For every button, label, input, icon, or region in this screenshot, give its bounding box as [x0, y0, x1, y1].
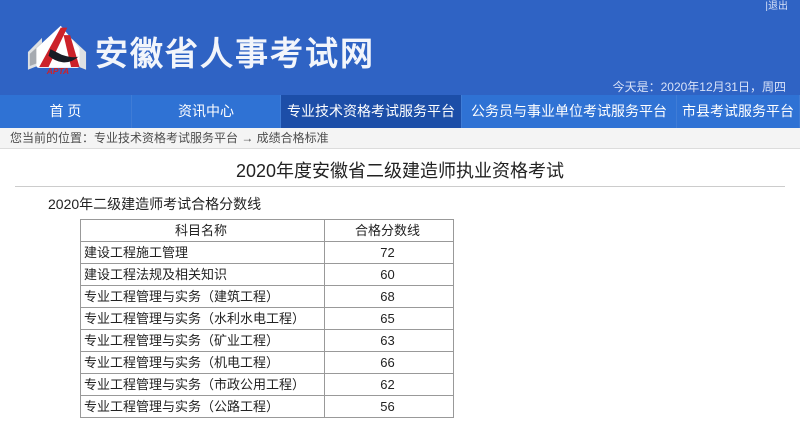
- svg-text:APTA: APTA: [46, 66, 69, 76]
